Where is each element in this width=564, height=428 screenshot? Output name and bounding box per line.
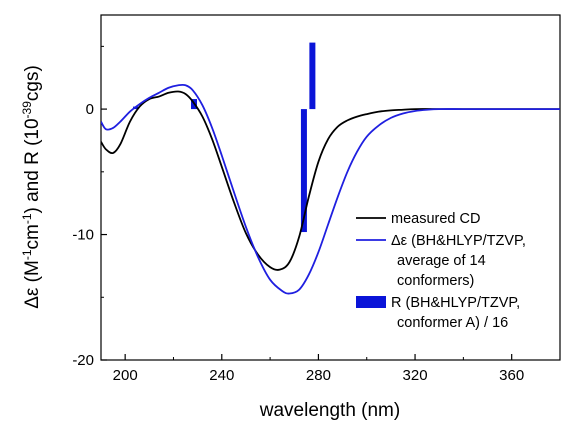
legend: measured CD Δε (BH&HLYP/TZVP, average of 1…	[356, 211, 526, 331]
calculated-cd-line	[101, 83, 560, 295]
y-axis-title: Δε (M-1cm-1) and R (10-39cgs)	[20, 65, 43, 309]
stick-bar	[309, 42, 316, 110]
measured-cd-line	[101, 90, 560, 271]
x-tick-label: 320	[403, 367, 428, 384]
x-tick-label: 360	[499, 367, 524, 384]
y-tick-label: -10	[72, 227, 94, 244]
x-axis-title: wavelength (nm)	[259, 400, 400, 421]
legend-stick-swatch	[356, 296, 386, 308]
x-tick-label: 280	[306, 367, 331, 384]
x-tick-label: 200	[113, 367, 138, 384]
legend-stick-label-line: conformer A) / 16	[397, 315, 508, 331]
y-tick-label: -20	[72, 352, 94, 369]
y-tick-label: 0	[86, 101, 94, 118]
series-layer	[101, 83, 560, 295]
legend-calc-label-line: conformers)	[397, 273, 474, 289]
legend-calc-label-line: Δε (BH&HLYP/TZVP,	[391, 233, 526, 249]
legend-stick-label-line: R (BH&HLYP/TZVP,	[391, 295, 520, 311]
x-tick-label: 240	[209, 367, 234, 384]
sticks-layer	[133, 42, 316, 233]
plot-area-frame	[100, 14, 561, 361]
stick-bar	[300, 109, 307, 233]
ticks-layer: 200 240 280 320 360 0 -10 -20	[72, 45, 561, 384]
legend-calc-label-line: average of 14	[397, 253, 486, 269]
legend-measured-label: measured CD	[391, 211, 480, 227]
